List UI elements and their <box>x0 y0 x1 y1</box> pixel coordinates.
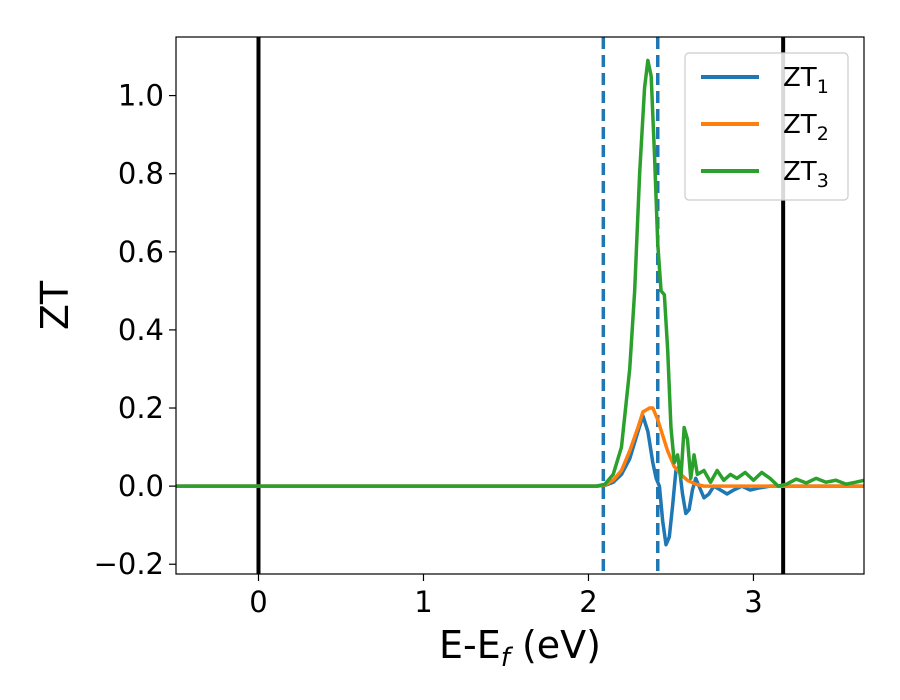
x-axis-label-main: E-E <box>439 623 501 667</box>
legend-entry-zt2: ZT2 <box>701 110 829 145</box>
legend-label: ZT2 <box>783 110 829 145</box>
y-tick-label: 0.4 <box>118 313 164 347</box>
x-tick-label: 1 <box>414 585 432 619</box>
legend-entry-zt1: ZT1 <box>701 63 829 98</box>
x-axis-label-unit: (eV) <box>510 623 601 667</box>
x-tick-label: 2 <box>579 585 597 619</box>
legend-label-main: ZT <box>783 63 817 93</box>
y-tick-label: 0.6 <box>118 235 164 269</box>
legend-label-sub: 3 <box>817 170 829 192</box>
y-tick-label: 0.8 <box>118 157 164 191</box>
series-line-zt2 <box>176 406 864 488</box>
legend-label: ZT1 <box>783 63 829 98</box>
x-axis: 0 1 2 3 <box>249 574 763 619</box>
legend-label-sub: 1 <box>817 76 829 98</box>
y-tick-label: 1.0 <box>118 79 164 113</box>
legend-label-main: ZT <box>783 157 817 187</box>
x-axis-label: E-Ef (eV) <box>439 623 601 673</box>
series-line-zt1 <box>176 414 864 547</box>
legend-label-sub: 2 <box>817 123 829 145</box>
plot-frame <box>175 36 865 575</box>
y-axis-label: ZT <box>33 280 77 330</box>
legend-label-main: ZT <box>783 110 817 140</box>
x-tick-label: 3 <box>744 585 762 619</box>
y-axis: −0.2 0.0 0.2 0.4 0.6 0.8 1.0 <box>94 79 176 581</box>
y-tick-label: −0.2 <box>94 547 164 581</box>
series-line-zt3 <box>176 58 864 488</box>
y-tick-label: 0.0 <box>118 469 164 503</box>
legend-box <box>684 52 849 201</box>
x-tick-label: 0 <box>249 585 267 619</box>
y-tick-label: 0.2 <box>118 391 164 425</box>
legend-label: ZT3 <box>783 157 829 192</box>
legend-entry-zt3: ZT3 <box>701 157 829 192</box>
